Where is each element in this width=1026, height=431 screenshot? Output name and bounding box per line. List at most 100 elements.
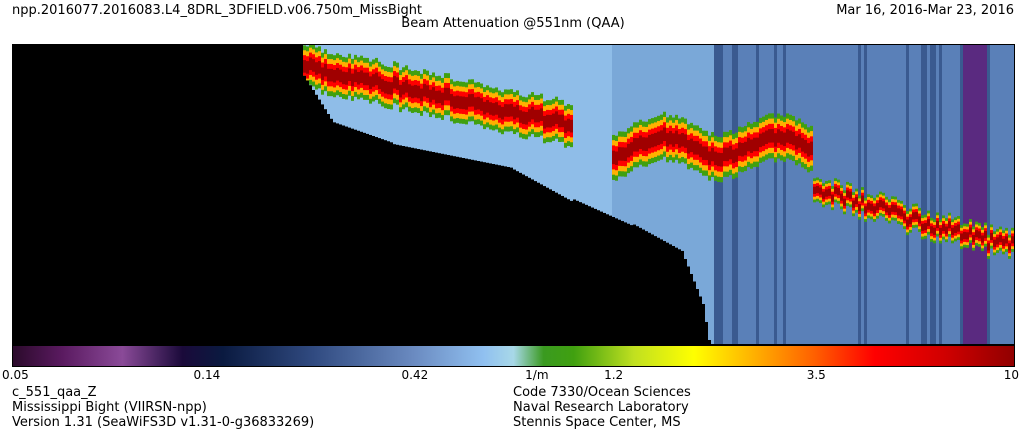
section-column (762, 44, 766, 344)
section-column (267, 44, 271, 344)
section-column (126, 44, 130, 344)
section-column (747, 44, 751, 344)
section-column (117, 44, 121, 344)
section-column (990, 44, 994, 344)
section-column (441, 44, 445, 344)
section-column (1008, 44, 1012, 344)
section-column (840, 44, 844, 344)
section-column (210, 44, 214, 344)
section-column (345, 44, 349, 344)
section-column (261, 44, 265, 344)
section-column (525, 44, 529, 344)
section-column (15, 44, 19, 344)
section-column (1011, 44, 1015, 344)
section-column (150, 44, 154, 344)
section-column (327, 44, 331, 344)
section-column (207, 44, 211, 344)
section-column (681, 44, 685, 344)
section-column (408, 44, 412, 344)
section-column (798, 44, 802, 344)
colorbar-tick-label: 0.05 (2, 368, 29, 382)
section-column (279, 44, 283, 344)
section-column (201, 44, 205, 344)
section-column (783, 44, 787, 344)
colorbar-frame (12, 345, 1015, 367)
section-column (954, 44, 958, 344)
section-column (882, 44, 886, 344)
section-column (282, 44, 286, 344)
heatmap-plot (12, 44, 1015, 345)
section-column (537, 44, 541, 344)
section-column (843, 44, 847, 344)
section-column (120, 44, 124, 344)
section-column (657, 44, 661, 344)
section-column (591, 44, 595, 344)
section-column (858, 44, 862, 344)
section-column (69, 44, 73, 344)
section-column (702, 44, 706, 344)
section-column (63, 44, 67, 344)
section-column (519, 44, 523, 344)
section-column (879, 44, 883, 344)
section-column (738, 44, 742, 344)
section-column (561, 44, 565, 344)
section-column (948, 44, 952, 344)
section-column (39, 44, 43, 344)
chart-title: Beam Attenuation @551nm (QAA) (401, 16, 625, 31)
section-column (219, 44, 223, 344)
section-column (507, 44, 511, 344)
section-column (903, 44, 907, 344)
section-column (189, 44, 193, 344)
section-column (465, 44, 469, 344)
section-column (309, 44, 313, 344)
section-column (933, 44, 937, 344)
section-column (129, 44, 133, 344)
section-column (930, 44, 934, 344)
section-column (147, 44, 151, 344)
section-column (708, 44, 712, 344)
section-column (450, 44, 454, 344)
section-column (576, 44, 580, 344)
section-column (369, 44, 373, 344)
section-column (231, 44, 235, 344)
section-column (270, 44, 274, 344)
footer-right-line-2: Naval Research Laboratory (513, 400, 689, 415)
section-column (162, 44, 166, 344)
section-column (855, 44, 859, 344)
plot-frame (12, 44, 1015, 345)
section-column (471, 44, 475, 344)
footer-left-line-2: Mississippi Bight (VIIRSN-npp) (12, 400, 207, 415)
section-column (687, 44, 691, 344)
section-column (276, 44, 280, 344)
section-column (513, 44, 517, 344)
section-column (720, 44, 724, 344)
filename-label: npp.2016077.2016083.L4_8DRL_3DFIELD.v06.… (12, 3, 423, 18)
section-column (174, 44, 178, 344)
colorbar-tick-label: 0.42 (401, 368, 429, 382)
section-column (435, 44, 439, 344)
section-column (630, 44, 634, 344)
section-column (987, 44, 991, 344)
section-column (810, 44, 814, 344)
section-column (66, 44, 70, 344)
section-column (759, 44, 763, 344)
section-column (966, 44, 970, 344)
section-column (81, 44, 85, 344)
section-column (411, 44, 415, 344)
section-column (396, 44, 400, 344)
section-column (981, 44, 985, 344)
section-column (456, 44, 460, 344)
section-column (300, 44, 304, 344)
section-column (30, 44, 34, 344)
section-column (831, 44, 835, 344)
section-column (741, 44, 745, 344)
section-column (42, 44, 46, 344)
section-column (717, 44, 721, 344)
section-column (993, 44, 997, 344)
section-column (21, 44, 25, 344)
section-column (156, 44, 160, 344)
section-column (624, 44, 628, 344)
section-column (315, 44, 319, 344)
section-column (168, 44, 172, 344)
section-column (1002, 44, 1006, 344)
